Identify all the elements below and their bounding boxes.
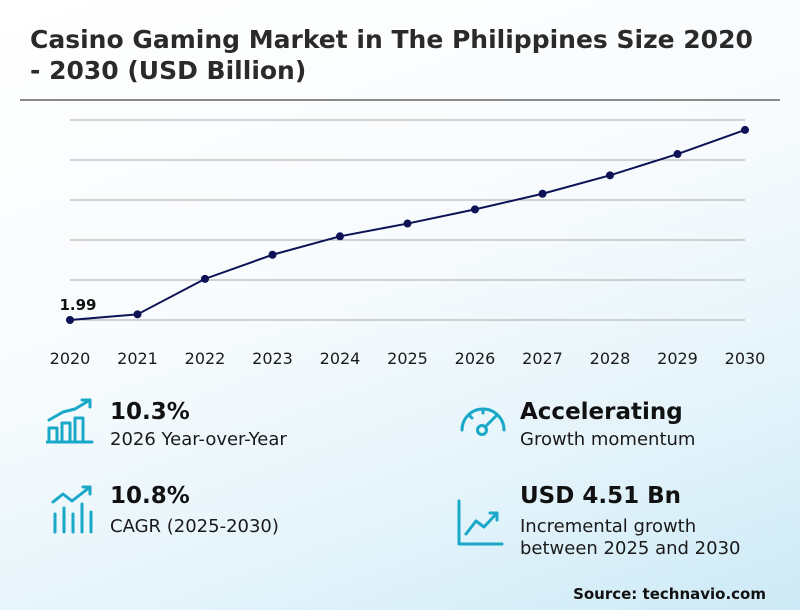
growth-chart-icon <box>457 499 504 546</box>
chart-title: Casino Gaming Market in The Philippines … <box>30 25 753 85</box>
gauge-icon <box>460 407 506 436</box>
x-tick-label: 2022 <box>185 349 226 368</box>
x-tick-label: 2021 <box>117 349 158 368</box>
stat-yoy-label: 2026 Year-over-Year <box>110 429 287 450</box>
x-tick-label: 2020 <box>50 349 91 368</box>
x-tick-label: 2024 <box>320 349 361 368</box>
data-point <box>201 274 209 283</box>
stat-cagr: 10.8% CAGR (2025-2030) <box>50 483 370 544</box>
source-credit: Source: technavio.com <box>573 585 766 603</box>
stat-incremental-value: USD 4.51 Bn <box>520 483 681 509</box>
data-point <box>403 219 412 228</box>
data-point <box>133 310 142 319</box>
x-axis-tick-labels: 2020 2021 2022 2023 2024 2025 2026 2027 2028 2029… <box>50 349 766 368</box>
x-tick-label: 2029 <box>657 349 698 368</box>
data-point <box>673 150 682 159</box>
title-divider <box>20 99 780 101</box>
data-point <box>606 171 614 180</box>
data-point <box>268 250 277 259</box>
data-point <box>538 189 547 198</box>
stat-momentum-value: Accelerating <box>520 399 683 425</box>
stat-momentum: Accelerating Growth momentum <box>458 398 778 458</box>
stat-yoy-value: 10.3% <box>110 399 190 425</box>
data-labels: 1.99 <box>59 296 96 314</box>
trend-bars-icon <box>51 485 93 534</box>
x-tick-label: 2026 <box>455 349 496 368</box>
data-label: 1.99 <box>59 296 96 314</box>
stat-incremental-label-line1: Incremental growth <box>520 516 697 537</box>
data-point <box>336 232 344 241</box>
data-points <box>66 125 749 324</box>
data-point <box>471 205 479 214</box>
x-tick-label: 2027 <box>522 349 563 368</box>
line-chart: 2020 2021 2022 2023 2024 2025 2026 2027 2028 2029… <box>50 119 766 368</box>
stat-cagr-value: 10.8% <box>110 483 190 509</box>
data-point <box>741 125 749 134</box>
data-point <box>66 316 74 324</box>
stat-incremental-label-line2: between 2025 and 2030 <box>520 538 741 559</box>
stat-cagr-label: CAGR (2025-2030) <box>110 516 279 537</box>
stat-momentum-label: Growth momentum <box>520 429 696 450</box>
x-tick-label: 2025 <box>387 349 428 368</box>
chart-grid <box>70 119 745 321</box>
x-tick-label: 2023 <box>252 349 293 368</box>
x-tick-label: 2030 <box>725 349 766 368</box>
bar-chart-growth-icon <box>46 398 94 444</box>
stat-incremental: USD 4.51 Bn Incremental growth between 2… <box>456 482 786 562</box>
x-tick-label: 2028 <box>590 349 631 368</box>
stat-yoy: 10.3% 2026 Year-over-Year <box>46 398 366 458</box>
